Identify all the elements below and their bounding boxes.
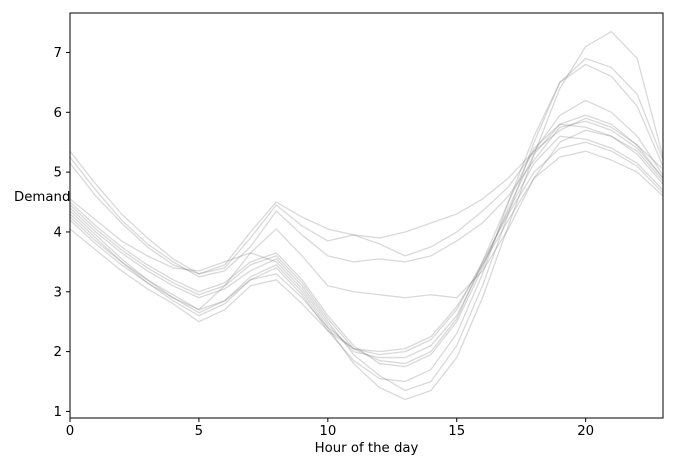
demand-line-line-10 xyxy=(69,135,664,359)
demand-line-line-2 xyxy=(69,99,664,275)
x-tick-label: 0 xyxy=(66,424,74,439)
demand-line-line-9 xyxy=(69,123,664,365)
y-tick-label: 7 xyxy=(54,46,62,61)
axis-tick-labels-group: 0 5 10 15 20 1 2 3 4 5 6 7 xyxy=(54,46,595,439)
demand-line-line-6 xyxy=(69,57,664,392)
series-lines-group xyxy=(69,30,664,401)
demand-line-line-11 xyxy=(69,141,664,356)
x-tick-label: 15 xyxy=(448,424,465,439)
y-tick-label: 6 xyxy=(54,106,62,121)
demand-line-line-7 xyxy=(69,63,664,383)
demand-line-line-8 xyxy=(69,114,664,368)
x-axis-label: Hour of the day xyxy=(314,441,419,456)
y-tick-label: 1 xyxy=(54,405,62,420)
y-tick-label: 5 xyxy=(54,166,62,181)
demand-line-line-12 xyxy=(69,150,664,353)
x-tick-label: 20 xyxy=(577,424,594,439)
y-axis-label: Demand xyxy=(14,190,71,205)
y-tick-label: 4 xyxy=(54,225,62,240)
demand-line-line-1 xyxy=(69,117,664,275)
y-tick-label: 3 xyxy=(54,285,62,300)
axis-ticks-group xyxy=(66,51,587,422)
demand-line-line-3 xyxy=(69,120,664,278)
x-tick-label: 5 xyxy=(195,424,203,439)
demand-line-line-4 xyxy=(69,129,664,299)
x-tick-label: 10 xyxy=(319,424,336,439)
y-tick-label: 2 xyxy=(54,345,62,360)
plot-border xyxy=(69,12,664,419)
demand-line-line-5 xyxy=(69,30,664,401)
